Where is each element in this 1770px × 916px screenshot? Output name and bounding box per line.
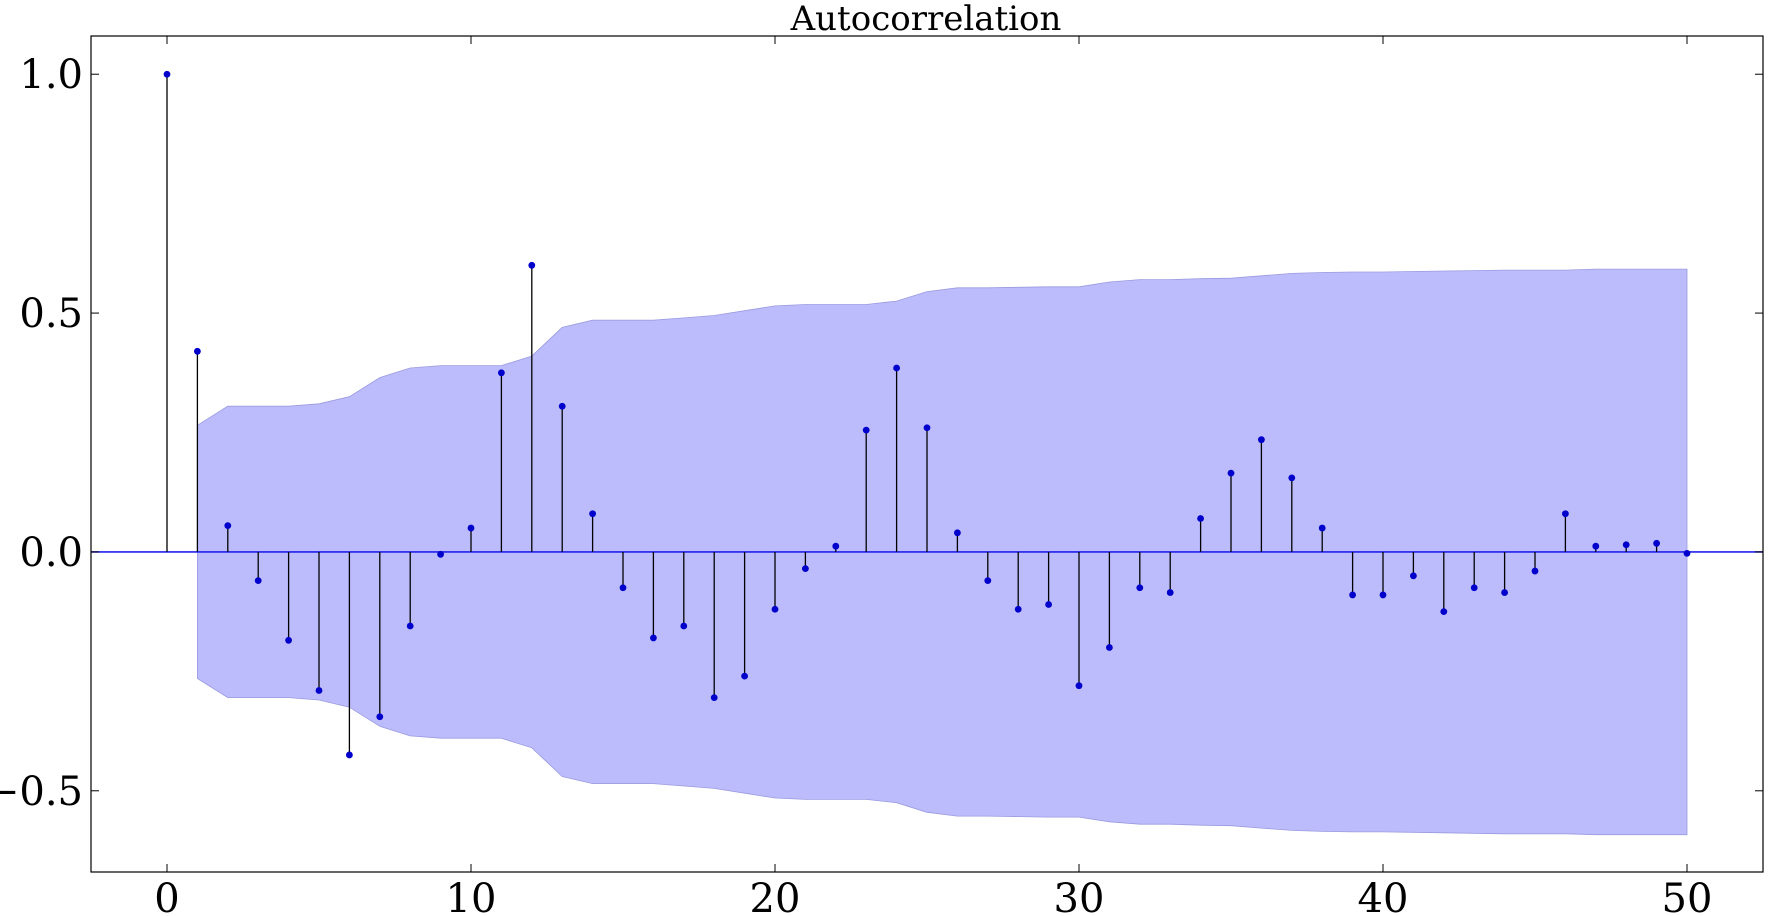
acf-point-lag-2 (224, 522, 232, 530)
acf-point-lag-20 (771, 605, 779, 613)
acf-point-lag-30 (1075, 682, 1083, 690)
acf-point-lag-18 (710, 694, 718, 702)
acf-point-lag-26 (954, 529, 961, 537)
acf-point-lag-0 (163, 70, 171, 78)
axes-frame (90, 35, 1764, 873)
acf-point-lag-5 (315, 687, 323, 694)
acf-point-lag-24 (893, 364, 900, 372)
acf-point-lag-6 (346, 751, 353, 759)
acf-point-lag-9 (437, 550, 444, 558)
x-tick-label-30: 30 (1054, 876, 1105, 916)
acf-point-lag-45 (1531, 567, 1539, 575)
acf-point-lag-27 (984, 577, 992, 584)
acf-point-lag-43 (1470, 584, 1478, 592)
acf-point-lag-22 (832, 542, 840, 550)
y-tick-label-2: 0.0 (19, 530, 83, 576)
x-tick-label-50: 50 (1662, 876, 1713, 916)
y-tick-label-1: 0.5 (19, 291, 83, 337)
acf-point-lag-41 (1410, 572, 1417, 580)
x-tick-label-20: 20 (750, 876, 801, 916)
y-tick-label-3: −0.5 (0, 769, 83, 815)
acf-point-lag-50 (1683, 549, 1691, 557)
acf-point-lag-42 (1440, 608, 1448, 616)
y-tick-label-0: 1.0 (19, 52, 83, 98)
acf-point-lag-49 (1653, 539, 1660, 547)
chart-title: Autocorrelation (790, 0, 1062, 39)
acf-point-lag-8 (406, 622, 414, 630)
acf-point-lag-3 (254, 577, 262, 584)
x-tick-label-40: 40 (1358, 876, 1409, 916)
acf-point-lag-28 (1014, 605, 1022, 613)
acf-point-lag-15 (619, 584, 627, 592)
acf-point-lag-1 (194, 347, 201, 355)
acf-point-lag-25 (923, 424, 931, 432)
acf-point-lag-47 (1592, 542, 1600, 550)
acf-point-lag-10 (467, 524, 475, 532)
acf-point-lag-40 (1379, 591, 1387, 599)
acf-point-lag-32 (1136, 584, 1144, 592)
acf-point-lag-39 (1349, 591, 1356, 599)
acf-point-lag-14 (589, 510, 596, 518)
acf-point-lag-13 (558, 402, 566, 410)
acf-point-lag-34 (1197, 515, 1204, 522)
acf-point-lag-12 (528, 261, 536, 269)
tick-layer: 0 10 20 30 40 50 1.0 0.5 0.0 −0.5 (0, 36, 1763, 916)
acf-point-lag-44 (1501, 589, 1508, 596)
acf-point-lag-46 (1562, 510, 1569, 518)
x-tick-label-10: 10 (446, 876, 497, 916)
acf-point-lag-7 (376, 713, 384, 721)
acf-point-lag-36 (1258, 436, 1265, 444)
acf-point-lag-23 (862, 426, 870, 434)
acf-point-lag-48 (1622, 541, 1630, 549)
acf-point-lag-19 (741, 672, 748, 680)
acf-point-lag-4 (285, 636, 292, 644)
acf-point-lag-31 (1106, 644, 1113, 651)
acf-point-lag-11 (498, 369, 505, 377)
acf-point-lag-33 (1166, 589, 1174, 596)
acf-point-lag-21 (802, 565, 809, 573)
stem-layer (163, 70, 1691, 759)
acf-point-lag-29 (1045, 601, 1052, 608)
acf-point-lag-16 (650, 634, 657, 642)
acf-point-lag-35 (1227, 469, 1235, 477)
acf-point-lag-37 (1288, 474, 1296, 482)
x-tick-label-0: 0 (154, 876, 179, 916)
acf-point-lag-17 (680, 622, 688, 630)
acf-point-lag-38 (1318, 524, 1326, 532)
